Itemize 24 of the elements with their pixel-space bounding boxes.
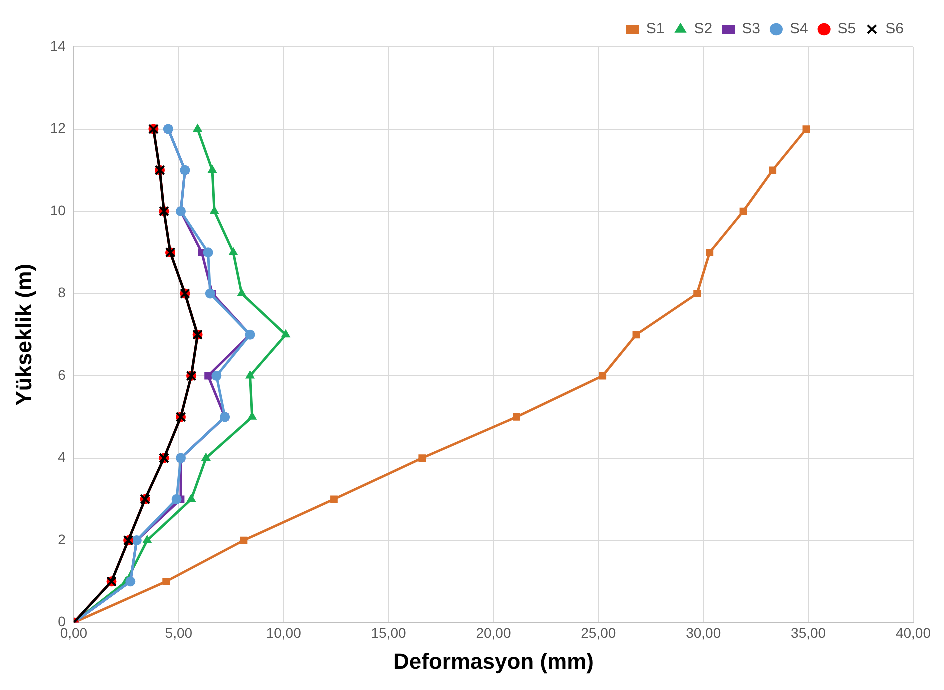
y-tick-label: 2 [58,531,66,548]
legend-label: S1 [646,20,665,38]
x-tick-label: 0,00 [60,625,88,642]
y-tick-label: 10 [50,202,66,218]
legend-label: S6 [886,20,904,38]
y-tick-label: 4 [58,449,66,466]
y-axis-title: Yükseklik (m) [11,264,36,406]
x-tick-label: 15,00 [371,625,407,642]
legend-label: S2 [694,20,713,38]
x-tick-label: 25,00 [581,625,616,642]
y-tick-label: 6 [58,366,66,383]
x-tick-label: 10,00 [266,625,302,642]
legend-label: S5 [838,20,856,38]
x-tick-label: 30,00 [686,625,722,642]
y-tick-label: 12 [50,120,66,136]
legend-label: S3 [742,20,760,38]
legend-label: S4 [790,20,808,38]
x-axis-title: Deformasyon (mm) [393,648,594,674]
x-tick-label: 35,00 [791,625,826,642]
y-tick-label: 8 [58,284,66,301]
x-tick-label: 40,00 [896,625,932,642]
x-tick-label: 5,00 [165,625,193,642]
x-tick-label: 20,00 [476,625,512,642]
y-tick-label: 14 [50,38,66,54]
